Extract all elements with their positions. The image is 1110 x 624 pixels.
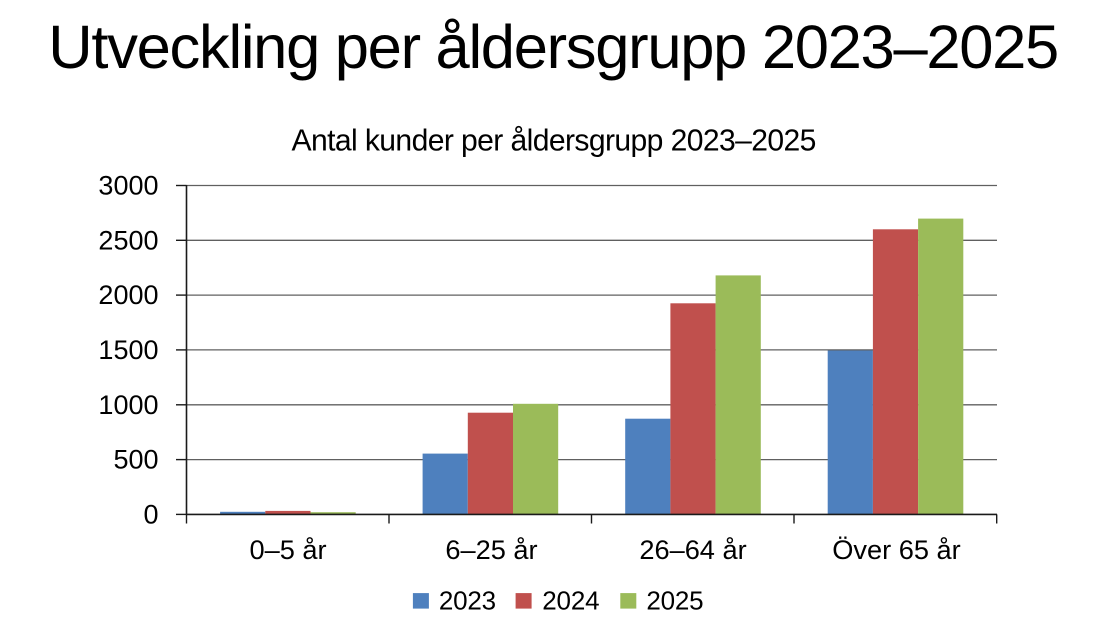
svg-text:Över 65 år: Över 65 år xyxy=(832,534,960,565)
svg-text:0: 0 xyxy=(143,500,158,530)
svg-text:Utveckling per åldersgrupp 202: Utveckling per åldersgrupp 2023–2025 xyxy=(48,13,1058,82)
svg-text:500: 500 xyxy=(113,445,158,475)
svg-text:Antal kunder per åldersgrupp 2: Antal kunder per åldersgrupp 2023–2025 xyxy=(292,125,816,158)
svg-text:3000: 3000 xyxy=(98,171,158,201)
svg-text:2500: 2500 xyxy=(98,225,158,255)
svg-text:2025: 2025 xyxy=(646,585,703,615)
svg-text:1500: 1500 xyxy=(98,335,158,365)
svg-text:0–5 år: 0–5 år xyxy=(249,534,326,565)
svg-text:26–64 år: 26–64 år xyxy=(639,534,746,565)
svg-text:1000: 1000 xyxy=(98,390,158,420)
svg-text:2023: 2023 xyxy=(439,585,496,615)
svg-text:2000: 2000 xyxy=(98,280,158,310)
svg-text:6–25 år: 6–25 år xyxy=(445,534,537,565)
svg-text:2024: 2024 xyxy=(542,585,599,615)
